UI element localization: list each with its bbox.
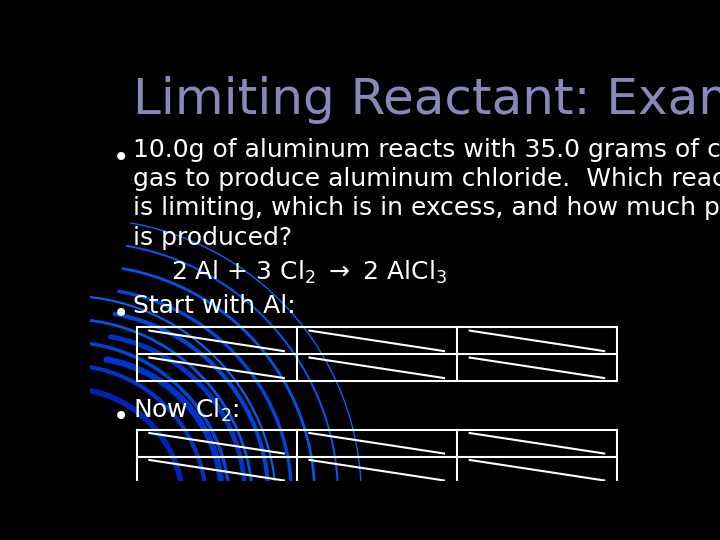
Text: •: •	[113, 300, 130, 328]
Text: •: •	[113, 403, 130, 431]
Text: 10.0g of aluminum reacts with 35.0 grams of chlorine: 10.0g of aluminum reacts with 35.0 grams…	[132, 138, 720, 162]
Text: is produced?: is produced?	[132, 226, 292, 249]
Text: •: •	[113, 144, 130, 172]
Text: gas to produce aluminum chloride.  Which reactant: gas to produce aluminum chloride. Which …	[132, 167, 720, 191]
Text: Start with Al:: Start with Al:	[132, 294, 295, 318]
Text: 2 Al + 3 Cl$_2$ $\rightarrow$ 2 AlCl$_3$: 2 Al + 3 Cl$_2$ $\rightarrow$ 2 AlCl$_3$	[171, 259, 447, 286]
Text: Now Cl$_2$:: Now Cl$_2$:	[132, 397, 239, 424]
Text: is limiting, which is in excess, and how much product: is limiting, which is in excess, and how…	[132, 197, 720, 220]
Text: Limiting Reactant: Example: Limiting Reactant: Example	[132, 76, 720, 124]
